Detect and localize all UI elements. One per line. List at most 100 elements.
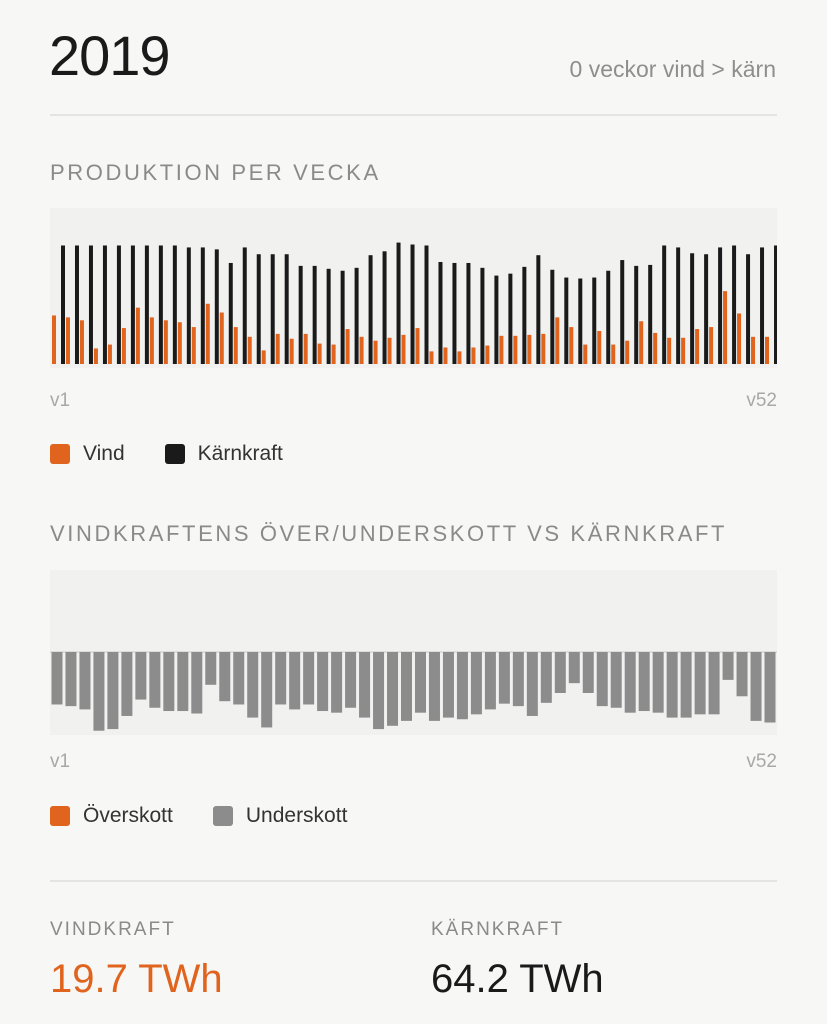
underskott-bar <box>107 652 119 730</box>
karnkraft-bar <box>410 244 415 364</box>
vind-bar <box>303 333 308 364</box>
underskott-bar <box>373 652 385 730</box>
underskott-bar <box>65 652 77 707</box>
production-chart-svg <box>52 242 777 364</box>
production-chart-title: PRODUKTION PER VECKA <box>50 160 381 185</box>
karnkraft-bar <box>648 264 653 364</box>
vind-bar <box>625 340 630 364</box>
underskott-bar <box>135 652 147 700</box>
vind-bar <box>471 347 476 364</box>
vindkraft-label: VINDKRAFT <box>50 919 176 940</box>
karnkraft-bar <box>354 267 359 364</box>
underskott-bar <box>722 652 734 680</box>
vind-bar <box>373 340 378 364</box>
vind-bar <box>387 337 392 364</box>
underskott-bar <box>470 652 482 715</box>
underskott-bar <box>554 652 566 693</box>
vind-bar <box>457 351 462 364</box>
karnkraft-bar <box>550 269 555 364</box>
karnkraft-bar <box>61 245 65 364</box>
legend-label-overskott: Överskott <box>83 804 173 827</box>
karnkraft-bar <box>536 255 541 364</box>
vind-bar <box>555 317 560 364</box>
karnkraft-bar <box>88 245 93 364</box>
vind-bar <box>415 328 420 364</box>
underskott-bar <box>708 652 720 715</box>
karnkraft-bar <box>340 270 345 364</box>
underskott-bar <box>694 652 706 715</box>
underskott-bar <box>582 652 594 693</box>
underskott-bar <box>568 652 580 684</box>
legend-item-overskott: Överskott <box>50 804 173 828</box>
legend-label-underskott: Underskott <box>245 804 348 827</box>
karnkraft-bar <box>494 275 499 364</box>
karnkraft-bar <box>382 251 387 364</box>
karnkraft-bar <box>214 249 219 364</box>
vind-bar <box>723 291 728 364</box>
karnkraft-bar <box>760 247 765 364</box>
underskott-bar <box>526 652 538 716</box>
underskott-bar <box>289 652 301 710</box>
karnkraft-bar <box>662 245 667 364</box>
vind-bar <box>681 337 686 364</box>
underskott-bar <box>652 652 664 713</box>
karnkraft-bar <box>396 242 401 364</box>
vind-bar <box>289 338 294 364</box>
vind-bar <box>751 336 756 364</box>
karnkraft-bar <box>592 277 597 364</box>
vind-bar <box>401 334 406 364</box>
vind-bar <box>135 307 140 364</box>
production-axis-start: v1 <box>50 390 71 411</box>
underskott-bar <box>596 652 608 707</box>
karnkraft-bar <box>690 253 695 364</box>
vind-bar <box>149 317 154 364</box>
underskott-bar <box>387 652 399 726</box>
karnkraft-bar <box>718 247 723 364</box>
karnkraft-bar <box>102 245 107 364</box>
vind-bar <box>52 315 56 364</box>
underskott-bar <box>51 652 63 705</box>
underskott-bar <box>414 652 426 713</box>
vind-bar <box>583 344 588 364</box>
karnkraft-bar <box>564 277 569 364</box>
underskott-bar <box>512 652 524 707</box>
underskott-bar <box>345 652 357 708</box>
karnkraft-bar <box>242 247 247 364</box>
karnkraft-bar <box>158 245 163 364</box>
top-divider <box>50 114 777 116</box>
bottom-divider <box>50 880 777 882</box>
karnkraft-bar <box>326 268 331 364</box>
underskott-bar <box>79 652 91 710</box>
karnkraft-label: KÄRNKRAFT <box>431 919 565 940</box>
vind-bar <box>93 348 98 364</box>
karnkraft-bar <box>704 254 709 364</box>
karnkraft-bar <box>256 254 261 364</box>
karnkraft-bar <box>634 265 639 364</box>
vind-bar <box>541 333 546 364</box>
vind-bar <box>429 351 434 364</box>
karnkraft-bar <box>116 245 121 364</box>
underskott-bar <box>149 652 161 708</box>
karnkraft-bar <box>298 265 303 364</box>
karnkraft-bar <box>606 270 611 364</box>
vind-bar <box>499 335 504 364</box>
vind-bar <box>485 345 490 364</box>
surplus-axis-end: v52 <box>746 751 777 772</box>
underskott-bar <box>540 652 552 703</box>
vind-bar <box>345 329 350 364</box>
vind-bar <box>527 334 532 364</box>
underskott-bar <box>93 652 105 731</box>
underskott-bar <box>680 652 692 718</box>
vind-bar <box>163 320 168 364</box>
vind-bar <box>247 336 252 364</box>
underskott-bar <box>764 652 776 723</box>
karnkraft-bar <box>424 245 429 364</box>
karnkraft-bar <box>578 278 583 364</box>
surplus-chart-svg <box>50 651 777 731</box>
vind-bar <box>121 328 126 364</box>
karnkraft-bar <box>676 247 681 364</box>
karnkraft-bar <box>522 266 527 364</box>
vind-bar <box>709 327 714 364</box>
vind-bar <box>275 333 280 364</box>
karnkraft-bar <box>452 262 457 364</box>
